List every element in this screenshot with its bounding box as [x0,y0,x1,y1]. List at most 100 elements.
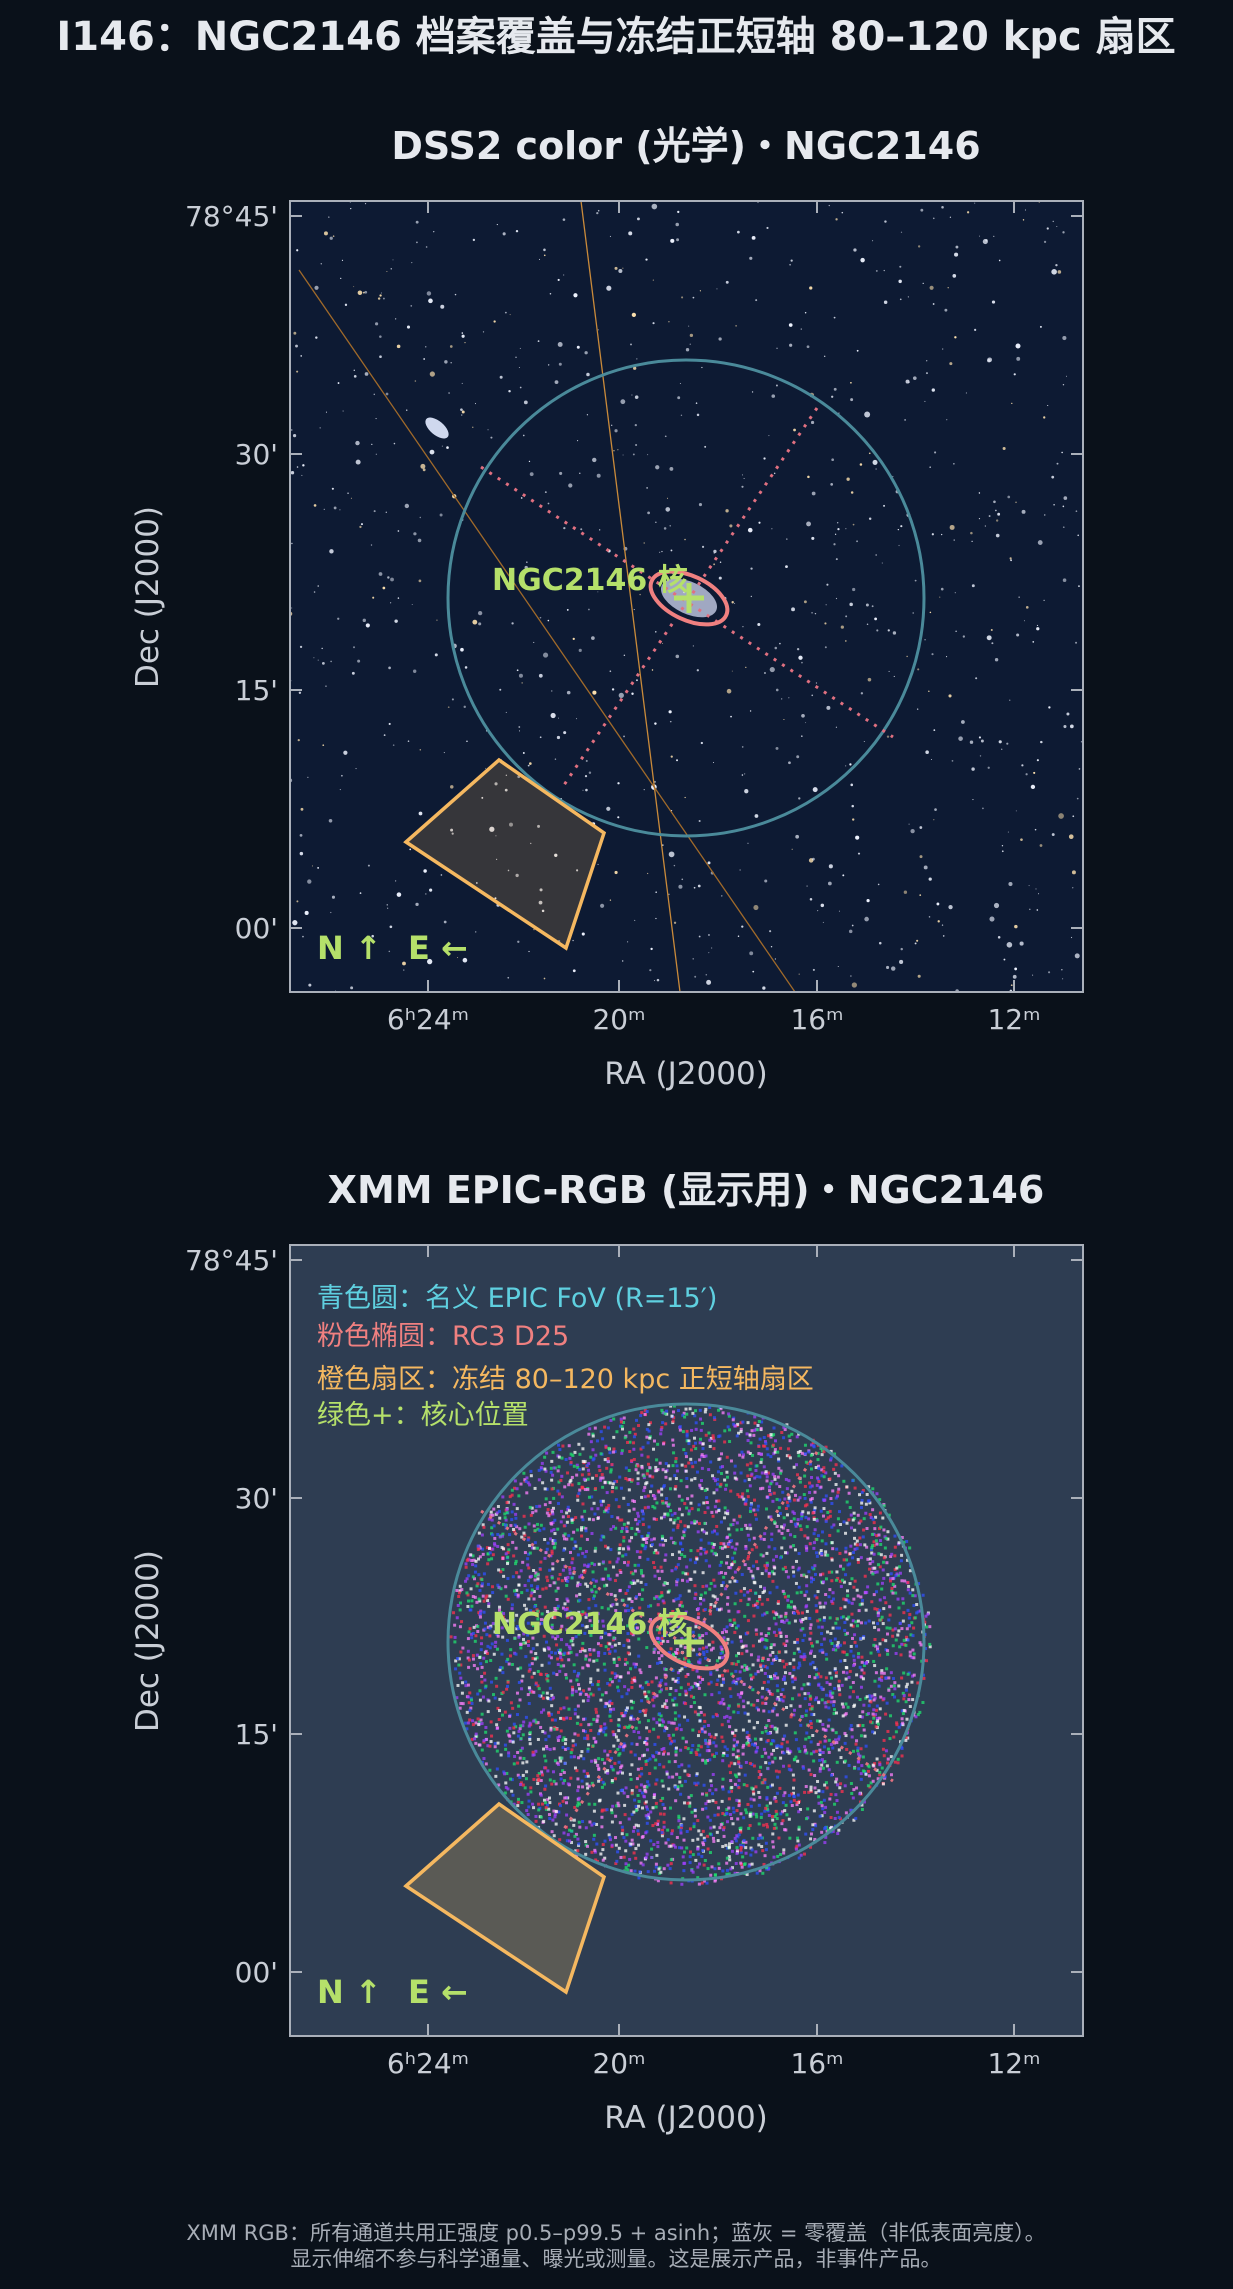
event-pixel [847,1491,851,1495]
event-pixel [472,1577,476,1581]
event-pixel [905,1717,909,1721]
event-pixel [488,1646,492,1650]
event-pixel [765,1479,769,1483]
event-pixel [578,1582,582,1586]
star [426,291,432,296]
event-pixel [699,1602,703,1606]
star [785,565,788,569]
event-pixel [567,1707,571,1711]
event-pixel [517,1704,521,1708]
event-pixel [924,1614,928,1618]
event-pixel [471,1595,475,1599]
event-pixel [879,1695,883,1699]
event-pixel [506,1657,510,1661]
event-pixel [543,1787,547,1791]
event-pixel [653,1574,657,1578]
event-pixel [578,1488,582,1492]
event-pixel [632,1457,636,1461]
star [609,670,612,673]
event-pixel [637,1720,641,1724]
event-pixel [681,1604,685,1608]
star [762,986,766,990]
event-pixel [855,1547,859,1551]
star [742,625,744,628]
event-pixel [757,1843,761,1847]
event-pixel [867,1485,871,1489]
event-pixel [820,1830,824,1834]
star [434,653,438,657]
event-pixel [765,1447,769,1451]
event-pixel [468,1718,472,1722]
star [1078,768,1081,770]
event-pixel [741,1453,745,1457]
event-pixel [656,1661,660,1665]
star [517,940,520,943]
star [1062,978,1064,980]
event-pixel [798,1449,802,1453]
star [1015,501,1017,504]
event-pixel [735,1846,739,1850]
event-pixel [809,1785,813,1789]
star [903,890,908,894]
event-pixel [777,1529,781,1533]
event-pixel [553,1727,557,1731]
event-pixel [675,1611,679,1615]
event-pixel [478,1555,482,1559]
event-pixel [760,1812,764,1816]
event-pixel [724,1511,728,1515]
event-pixel [706,1506,710,1510]
event-pixel [699,1552,703,1556]
star [971,767,975,771]
event-pixel [870,1600,874,1604]
event-pixel [608,1451,612,1455]
event-pixel [526,1538,530,1542]
event-pixel [822,1618,826,1622]
event-pixel [549,1466,553,1470]
event-pixel [677,1597,681,1601]
event-pixel [813,1594,817,1598]
event-pixel [795,1609,799,1613]
event-pixel [836,1641,840,1645]
event-pixel [656,1603,660,1607]
event-pixel [547,1613,551,1617]
star [328,819,333,823]
event-pixel [809,1773,813,1777]
event-pixel [594,1710,598,1714]
event-pixel [640,1411,644,1415]
event-pixel [809,1641,813,1645]
event-pixel [786,1575,790,1579]
star [747,842,749,844]
event-pixel [560,1474,564,1478]
event-pixel [905,1682,909,1686]
star [1080,741,1082,743]
event-pixel [819,1573,823,1577]
event-pixel [667,1775,671,1779]
event-pixel [493,1696,497,1700]
event-pixel [647,1429,651,1433]
star [833,543,836,546]
y-axis-label: Dec (J2000) [130,506,166,688]
event-pixel [750,1548,754,1552]
star [631,312,636,317]
event-pixel [487,1558,491,1562]
star [609,899,612,901]
event-pixel [508,1726,512,1730]
star [928,916,931,918]
event-pixel [562,1831,566,1835]
event-pixel [705,1487,709,1491]
star [696,413,700,417]
event-pixel [623,1813,627,1817]
event-pixel [840,1790,844,1794]
star [811,491,816,496]
event-pixel [615,1859,619,1863]
event-pixel [828,1477,832,1481]
star [634,919,636,921]
star [355,459,361,465]
event-pixel [866,1557,870,1561]
event-pixel [654,1595,658,1599]
event-pixel [901,1601,905,1605]
event-pixel [860,1490,864,1494]
event-pixel [805,1584,809,1588]
event-pixel [587,1563,591,1567]
event-pixel [583,1555,587,1559]
